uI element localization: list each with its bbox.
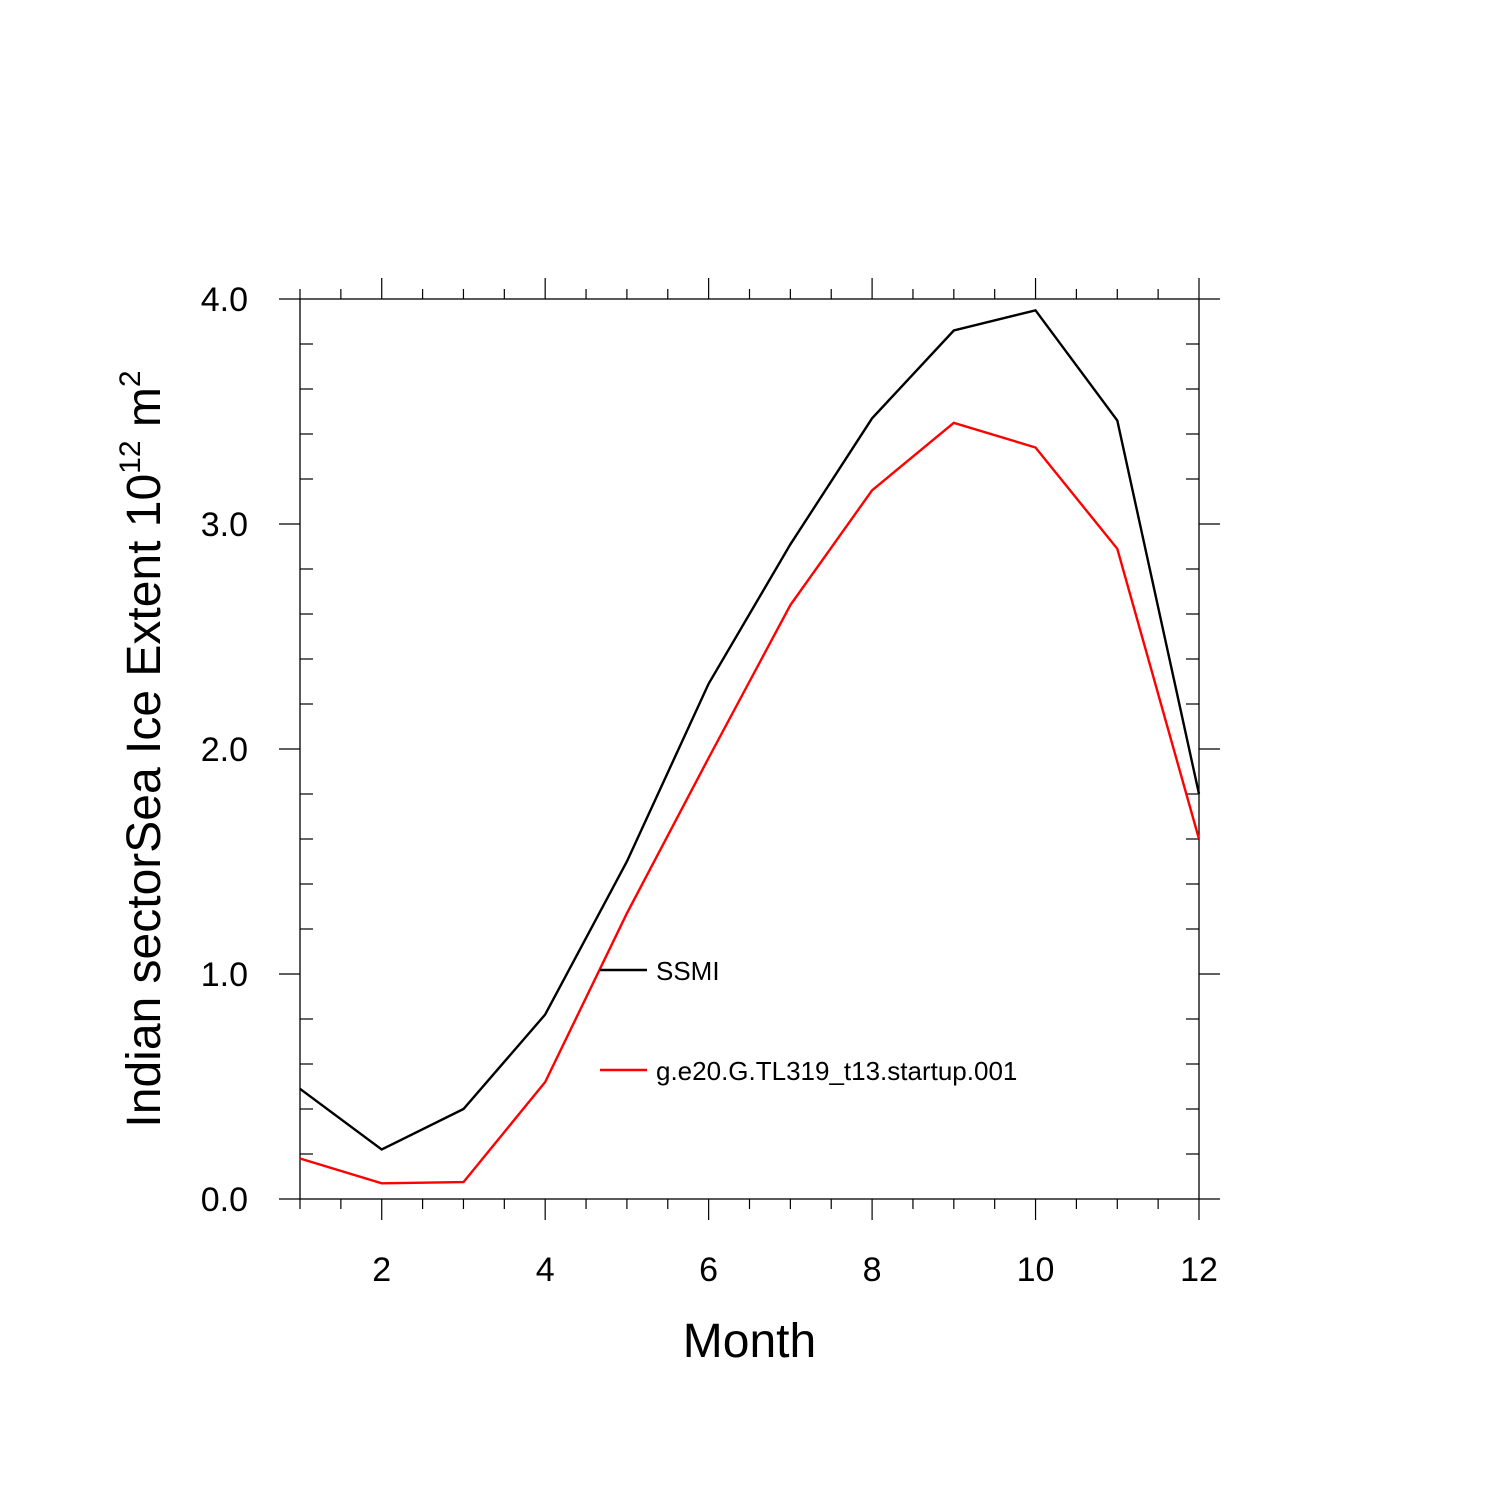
x-tick-label: 4	[536, 1251, 555, 1289]
y-tick-label: 0.0	[201, 1181, 248, 1219]
plot-frame	[299, 298, 1200, 1200]
x-tick-label: 6	[699, 1251, 718, 1289]
y-axis-title-main: Indian sectorSea Ice Extent 10	[118, 474, 171, 1128]
x-tick-label: 2	[372, 1251, 391, 1289]
y-axis-title-unit: m	[118, 387, 171, 440]
x-tick-label: 10	[1017, 1251, 1055, 1289]
x-axis-title: Month	[683, 1315, 816, 1368]
y-tick-label: 3.0	[201, 506, 248, 544]
y-tick-label: 1.0	[201, 956, 248, 994]
legend-label-2: g.e20.G.TL319_t13.startup.001	[656, 1056, 1017, 1086]
y-axis-title-unit-exponent: 2	[114, 370, 147, 387]
x-tick-label: 12	[1180, 1251, 1218, 1289]
y-axis-title: Indian sectorSea Ice Extent 1012 m2	[114, 370, 171, 1127]
series-layer	[299, 308, 1201, 1185]
axis-ticks	[279, 278, 1220, 1220]
series-line-1	[299, 308, 1201, 1151]
y-tick-label: 2.0	[201, 731, 248, 769]
y-tick-label: 4.0	[201, 281, 248, 319]
series-line-2	[299, 421, 1201, 1185]
legend-label-1: SSMI	[656, 956, 720, 986]
tick-labels: 2 4 6 8 10 12 0.0 1.0 2.0 3.0 4.0	[201, 281, 1218, 1289]
x-tick-label: 8	[863, 1251, 882, 1289]
y-axis-title-exponent: 12	[114, 440, 147, 473]
legend: SSMI g.e20.G.TL319_t13.startup.001	[600, 956, 1017, 1086]
